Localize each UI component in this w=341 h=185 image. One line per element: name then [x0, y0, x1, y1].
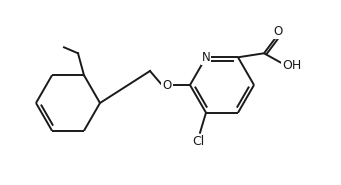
- Text: Cl: Cl: [192, 135, 204, 148]
- Text: N: N: [202, 51, 210, 64]
- Text: O: O: [162, 78, 172, 92]
- Text: OH: OH: [282, 59, 302, 72]
- Text: O: O: [273, 25, 283, 38]
